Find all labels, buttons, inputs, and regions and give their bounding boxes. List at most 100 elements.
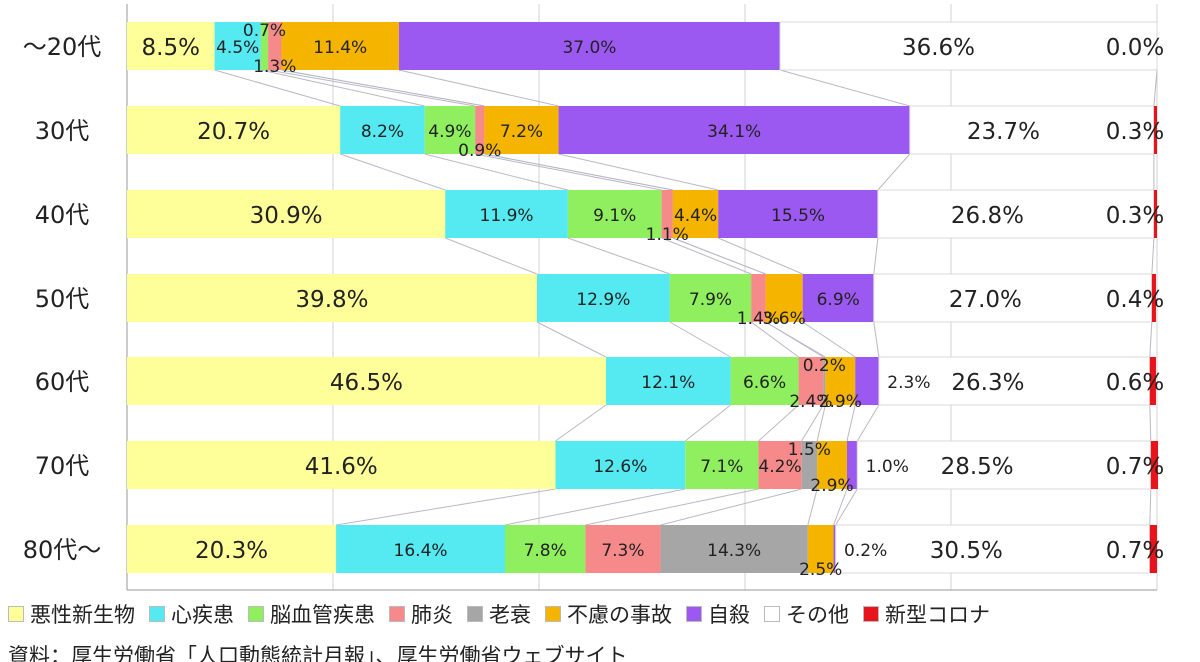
data-label: 7.1% [700,457,743,477]
data-label: 16.4% [394,541,448,561]
bar-segment [281,22,399,70]
bar-segment [536,274,670,322]
legend-label: その他 [786,603,849,627]
series-connector [873,237,879,275]
bar-segment [268,22,282,70]
category-label: 60代 [35,368,90,396]
data-label: 36.6% [902,35,975,61]
bar-segment [585,525,661,573]
data-label: 34.1% [707,122,761,142]
series-connector [504,488,686,526]
data-label: 1.3% [253,57,296,77]
series-connector [835,488,858,526]
data-label: 4.9% [428,122,471,142]
series-connector [398,69,559,107]
series-connector [1153,69,1158,107]
series-connector [807,488,818,526]
legend-swatch [8,606,24,622]
data-label: 0.7% [1106,454,1164,480]
bar-segment [127,106,341,154]
series-connector [873,321,880,358]
data-label: 6.9% [817,290,860,310]
bar-segment [801,441,818,489]
series-connector [750,321,799,358]
series-connector [846,404,856,442]
series-connector [660,488,802,526]
series-connector [1149,488,1152,526]
data-label: 2.5% [799,560,842,580]
bar-segment [758,441,802,489]
data-label: 1.5% [788,440,831,460]
bar-segment [127,441,556,489]
legend-swatch [248,606,264,622]
category-label: 30代 [35,117,90,145]
legend-swatch [863,606,879,622]
series-connector [536,321,607,358]
data-label: 15.5% [771,206,825,226]
series-connector [758,404,799,442]
series-connector [833,488,848,526]
data-label: 12.9% [576,290,630,310]
bar-segment [846,441,858,489]
legend-swatch [686,606,702,622]
legend-swatch [389,606,405,622]
bar-segment [214,22,261,70]
legend-swatch [764,606,780,622]
legend-swatch [467,606,483,622]
legend-swatch [149,606,165,622]
data-label: 30.9% [250,203,323,229]
series-connector [661,237,752,275]
series-connector [1151,237,1155,275]
data-label: 41.6% [305,454,378,480]
series-connector [801,404,824,442]
legend-label: 老衰 [489,603,531,627]
series-connector [260,69,425,107]
data-label: 0.2% [803,356,846,376]
data-label: 3.6% [763,309,806,329]
series-connector [802,321,856,358]
data-label: 1.1% [646,225,689,245]
legend-label: 心疾患 [171,603,234,627]
bar-segment [669,274,752,322]
category-label: 50代 [35,285,90,313]
bar-segment [505,525,586,573]
series-connector [816,404,826,442]
data-label: 2.9% [810,476,853,496]
bar-segment [127,357,606,405]
data-label: 2.4% [789,392,832,412]
data-label: 4.2% [758,457,801,477]
bar-segment [661,190,673,238]
bar-segment [127,274,537,322]
legend-swatch [545,606,561,622]
data-label: 8.5% [142,35,200,61]
bar-segment [802,274,874,322]
bar-segment [445,190,568,238]
data-label: 1.4% [737,309,780,329]
bar-segment [779,21,1158,71]
series-connector [877,153,911,191]
data-label: 27.0% [949,287,1022,313]
bar-segment [127,22,215,70]
data-label: 26.8% [951,203,1024,229]
data-label: 12.1% [641,373,695,393]
data-label: 20.3% [195,538,268,564]
bar-segment [1150,441,1159,489]
bar-segment [127,525,337,573]
data-label: 0.6% [1106,370,1164,396]
series-connector [475,153,662,191]
bar-segment [127,190,446,238]
bar-segment [873,273,1153,323]
bar-segment [555,441,686,489]
series-connector [765,321,826,358]
bar-segment [1149,357,1156,405]
series-connector [585,488,759,526]
data-label: 0.3% [1106,203,1164,229]
legend-item: 悪性新生物 [8,599,135,629]
legend-item: 自殺 [686,599,750,629]
legend-item: 肺炎 [389,599,453,629]
series-connector [445,237,538,275]
data-label: 7.8% [524,541,567,561]
bar-segment [909,105,1155,155]
series-connector [340,153,446,191]
